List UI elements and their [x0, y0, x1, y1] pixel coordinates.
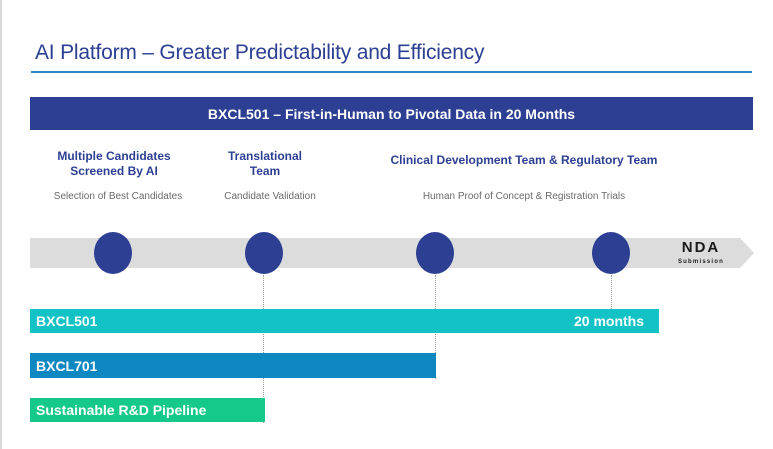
milestone-2-marker	[245, 232, 283, 274]
timeline-arrow-shape	[30, 238, 754, 268]
phase-2-subtitle: Candidate Validation	[224, 191, 316, 202]
milestone-4-marker	[592, 232, 630, 274]
milestone-2-guide-line	[263, 275, 264, 423]
phase-1-title: Multiple Candidates Screened By AI	[43, 149, 185, 179]
phase-1-title-line1: Multiple Candidates	[57, 149, 171, 163]
bxcl701-label: BXCL701	[36, 357, 98, 374]
milestone-1-marker	[94, 232, 132, 274]
bxcl501-duration: 20 months	[573, 313, 644, 329]
phase-2-title: Translational Team	[210, 149, 320, 179]
pipeline-bar: Sustainable R&D Pipeline	[30, 398, 265, 422]
slide-left-edge	[0, 0, 2, 449]
milestone-4-guide-line	[611, 275, 612, 311]
phase-2-title-line1: Translational	[227, 149, 303, 163]
bxcl701-bar: BXCL701	[30, 353, 436, 378]
phase-1-subtitle: Selection of Best Candidates	[53, 191, 183, 202]
page-title: AI Platform – Greater Predictability and…	[35, 41, 485, 64]
bxcl501-label: BXCL501	[36, 313, 98, 329]
phase-3-title: Clinical Development Team & Regulatory T…	[372, 153, 676, 168]
phase-3-title-line1: Clinical Development Team & Regulatory T…	[390, 153, 658, 167]
pipeline-label: Sustainable R&D Pipeline	[36, 402, 207, 418]
phase-2-title-line2: Team	[249, 164, 281, 178]
phase-1-title-line2: Screened By AI	[70, 164, 158, 178]
nda-label: NDA	[681, 239, 721, 256]
nda-sublabel: Submission	[677, 259, 724, 265]
milestone-3-marker	[416, 232, 454, 274]
phase-3-subtitle: Human Proof of Concept & Registration Tr…	[422, 191, 626, 202]
program-banner: BXCL501 – First-in-Human to Pivotal Data…	[30, 97, 753, 130]
bxcl501-bar: BXCL501 20 months	[30, 309, 659, 333]
title-underline	[31, 71, 752, 73]
